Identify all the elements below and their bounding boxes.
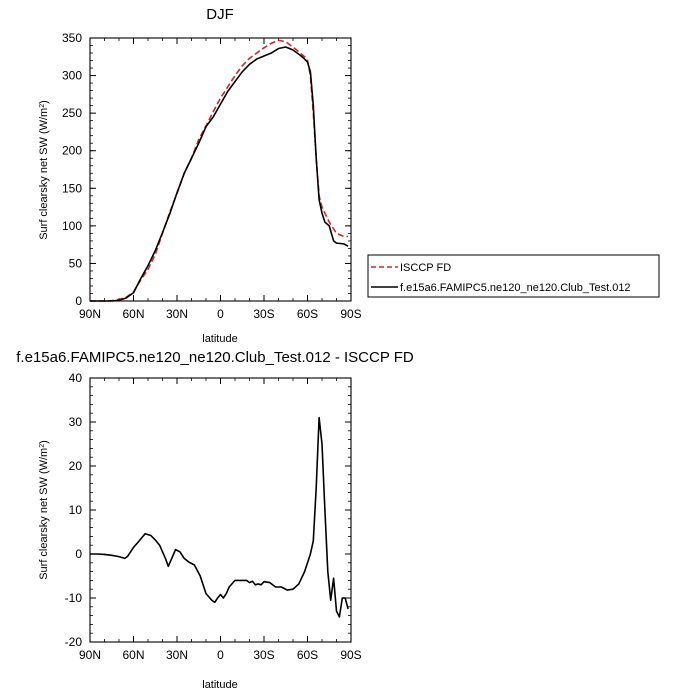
y-tick-label: 50 bbox=[69, 256, 83, 270]
top-panel: DJF 90N 60N 30N 0 30S 60S 90S 0 50 100 150 200 250 3… bbox=[38, 6, 362, 345]
y-tick-label: 20 bbox=[69, 459, 83, 473]
top-y-tick-labels: 0 50 100 150 200 250 300 350 bbox=[62, 31, 82, 308]
y-tick-label: 300 bbox=[62, 69, 82, 83]
top-plot-frame bbox=[89, 37, 352, 302]
bottom-x-tick-labels: 90N 60N 30N 0 30S 60S 90S bbox=[79, 648, 362, 662]
top-title: DJF bbox=[206, 6, 234, 23]
x-tick-label: 90N bbox=[79, 307, 101, 321]
y-tick-label: 250 bbox=[62, 106, 82, 120]
x-tick-label: 30N bbox=[166, 648, 188, 662]
series-line-model bbox=[90, 46, 349, 302]
y-tick-label: 10 bbox=[69, 503, 83, 517]
legend-label-isccp: ISCCP FD bbox=[400, 262, 451, 274]
x-tick-label: 30N bbox=[166, 307, 188, 321]
bottom-plot-frame bbox=[89, 377, 352, 643]
y-tick-label: 150 bbox=[62, 181, 82, 195]
y-tick-label: 30 bbox=[69, 415, 83, 429]
y-tick-label: 40 bbox=[69, 371, 83, 385]
x-tick-label: 60N bbox=[122, 307, 144, 321]
x-tick-label: 30S bbox=[253, 307, 274, 321]
x-tick-label: 90S bbox=[340, 307, 361, 321]
bottom-title: f.e15a6.FAMIPC5.ne120_ne120.Club_Test.01… bbox=[16, 349, 414, 366]
bottom-y-tick-labels: -20 -10 0 10 20 30 40 bbox=[65, 371, 83, 649]
y-tick-label: 350 bbox=[62, 31, 82, 45]
legend: ISCCP FD f.e15a6.FAMIPC5.ne120_ne120.Clu… bbox=[367, 254, 660, 298]
bottom-series-layer bbox=[90, 416, 349, 618]
x-tick-label: 90N bbox=[79, 648, 101, 662]
y-tick-label: -20 bbox=[65, 635, 83, 649]
top-x-tick-labels: 90N 60N 30N 0 30S 60S 90S bbox=[79, 307, 362, 321]
top-y-axis-label: Surf clearsky net SW (W/m2) bbox=[38, 100, 50, 240]
bottom-panel: f.e15a6.FAMIPC5.ne120_ne120.Club_Test.01… bbox=[16, 349, 414, 691]
top-ticks bbox=[89, 37, 352, 302]
top-x-axis-label: latitude bbox=[202, 333, 237, 345]
y-tick-label: 200 bbox=[62, 144, 82, 158]
x-tick-label: 60S bbox=[297, 648, 318, 662]
x-tick-label: 90S bbox=[340, 648, 361, 662]
x-tick-label: 60S bbox=[297, 307, 318, 321]
y-tick-label: -10 bbox=[65, 591, 83, 605]
legend-box bbox=[367, 254, 660, 298]
bottom-y-axis-label: Surf clearsky net SW (W/m2) bbox=[38, 440, 50, 580]
x-tick-label: 0 bbox=[217, 648, 224, 662]
x-tick-label: 60N bbox=[122, 648, 144, 662]
legend-label-model: f.e15a6.FAMIPC5.ne120_ne120.Club_Test.01… bbox=[400, 282, 631, 294]
series-line-isccp-fd bbox=[90, 39, 349, 302]
top-series-layer bbox=[90, 39, 349, 302]
bottom-x-axis-label: latitude bbox=[202, 679, 237, 691]
series-line-difference bbox=[90, 416, 349, 618]
y-tick-label: 100 bbox=[62, 219, 82, 233]
y-tick-label: 0 bbox=[75, 547, 82, 561]
x-tick-label: 0 bbox=[217, 307, 224, 321]
y-tick-label: 0 bbox=[75, 294, 82, 308]
bottom-ticks bbox=[89, 377, 352, 643]
x-tick-label: 30S bbox=[253, 648, 274, 662]
